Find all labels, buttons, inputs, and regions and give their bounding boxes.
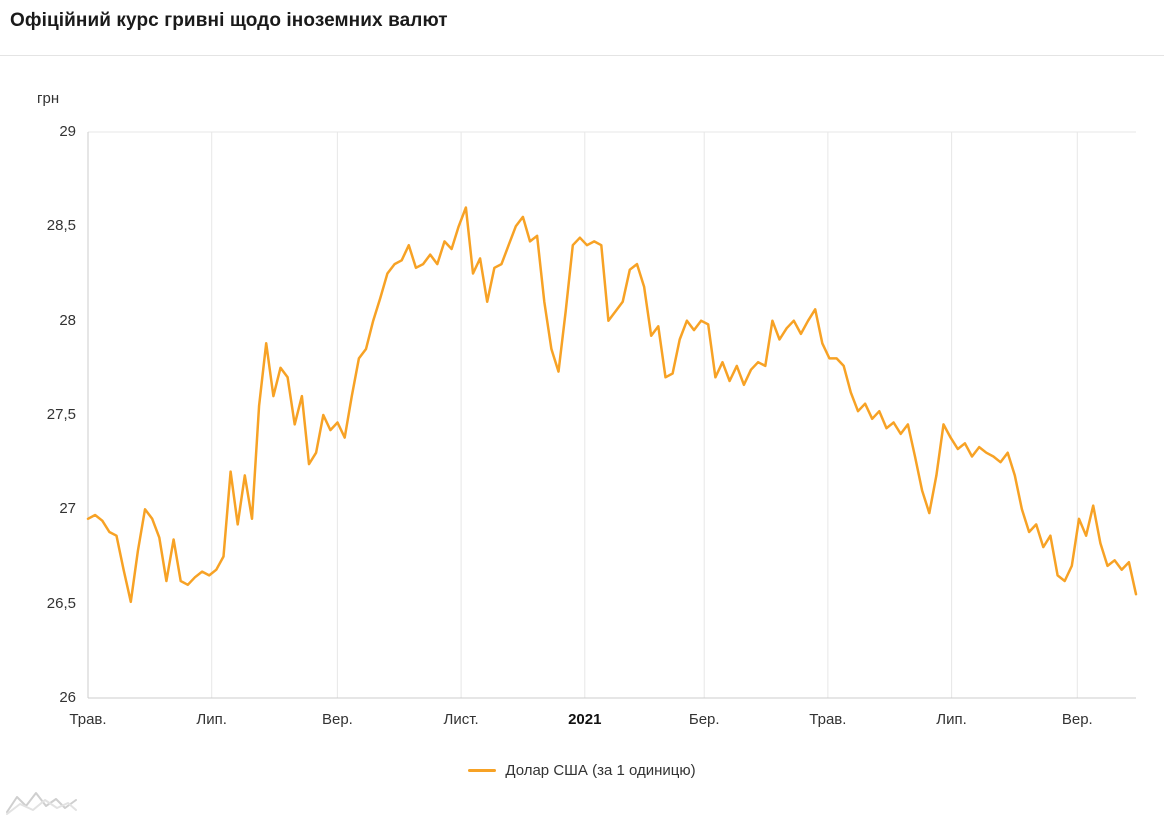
- x-axis-label: Вер.: [321, 711, 353, 728]
- header-divider: [0, 55, 1164, 56]
- y-axis-label: 28,5: [46, 217, 76, 235]
- x-axis-label: Бер.: [688, 711, 720, 728]
- y-axis-label: 27: [59, 500, 76, 518]
- x-axis-label: Трав.: [69, 711, 107, 728]
- x-axis-label: Лип.: [936, 711, 967, 728]
- x-axis-label: 2021: [568, 711, 602, 728]
- x-axis-label: Лист.: [443, 711, 479, 728]
- chart-legend: Долар США (за 1 одиницю): [0, 762, 1164, 779]
- y-axis-label: 26: [59, 689, 76, 706]
- x-axis-label: Вер.: [1061, 711, 1093, 728]
- series-line-usd: [86, 206, 1138, 604]
- y-axis-label: 29: [59, 123, 76, 140]
- y-axis-label: 27,5: [46, 406, 76, 423]
- page-title: Офіційний курс гривні щодо іноземних вал…: [10, 10, 448, 31]
- chart-canvas: [86, 131, 1138, 699]
- legend-label: Долар США (за 1 одиницю): [505, 762, 696, 779]
- site-logo-chart-icon: [6, 792, 77, 815]
- y-axis-label: 28: [59, 311, 76, 329]
- legend-item-usd[interactable]: Долар США (за 1 одиницю): [468, 762, 696, 779]
- y-axis-label: 26,5: [46, 594, 76, 612]
- x-axis-label: Лип.: [196, 711, 227, 728]
- legend-line-swatch: [468, 769, 497, 772]
- x-axis-label: Трав.: [809, 711, 847, 728]
- exchange-rate-chart: грн 29 28,5 28 27,5 27 26,5 26 Трав. Лип. Вер. Лис…: [0, 56, 1164, 756]
- y-axis-unit-label: грн: [37, 90, 60, 107]
